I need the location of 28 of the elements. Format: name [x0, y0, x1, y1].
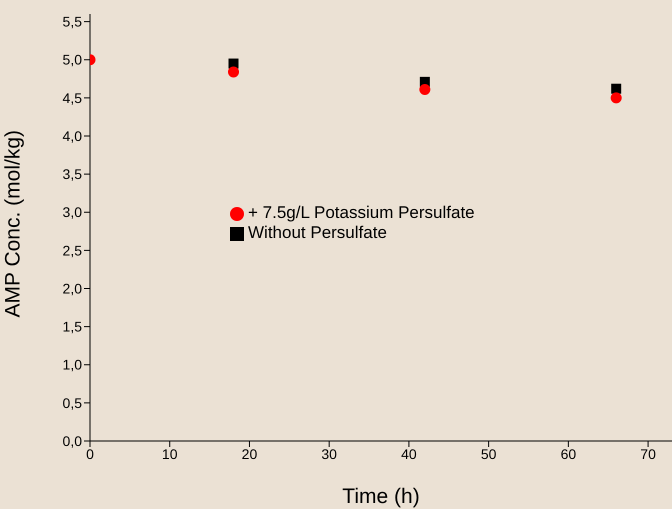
y-tick-label: 5,0	[62, 52, 82, 68]
y-tick-label: 0,0	[62, 432, 82, 449]
x-tick-label: 60	[560, 446, 576, 462]
y-tick-label: 3,5	[62, 166, 82, 182]
x-axis-title: Time (h)	[342, 485, 420, 508]
x-tick-label: 50	[480, 446, 497, 462]
x-tick-label: 0	[86, 446, 94, 462]
y-tick-label: 5,5	[62, 14, 82, 30]
y-tick-label: 1,5	[62, 318, 82, 335]
y-tick-label: 1,0	[62, 356, 82, 373]
point	[611, 84, 622, 94]
x-tick-label: 20	[242, 446, 258, 462]
point	[419, 84, 430, 95]
y-tick-label: 4,5	[62, 90, 82, 106]
y-axis-title: AMP Conc. (mol/kg)	[1, 130, 24, 318]
point	[610, 92, 622, 104]
y-tick-label: 2,0	[62, 280, 82, 296]
legend-label: + 7.5g/L Potassium Persulfate	[248, 203, 475, 222]
legend-label: Without Persulfate	[248, 223, 387, 242]
x-tick-label: 40	[401, 446, 417, 462]
y-tick-label: 0,5	[62, 394, 82, 411]
x-tick-label: 30	[321, 446, 338, 462]
y-tick-label: 2,5	[62, 242, 82, 258]
y-tick-label: 3,0	[62, 204, 82, 220]
y-tick-label: 4,0	[62, 128, 82, 144]
x-tick-label: 10	[162, 446, 178, 462]
x-tick-label: 70	[640, 446, 656, 462]
point	[228, 66, 240, 78]
